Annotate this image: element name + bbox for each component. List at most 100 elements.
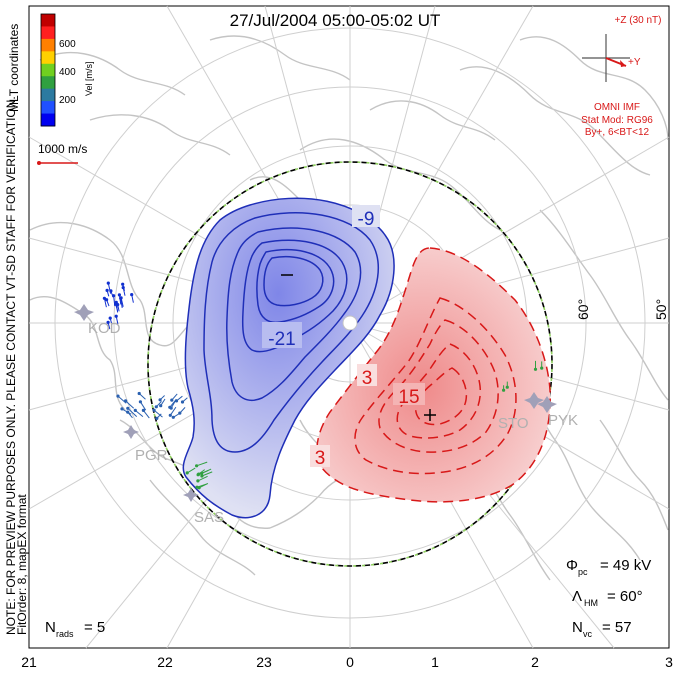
positive-contour-5	[414, 367, 468, 426]
svg-text:= 57: = 57	[602, 619, 632, 636]
colorbar-segment	[41, 26, 55, 40]
magnetic-pole	[342, 315, 358, 331]
stat-nrads: N rads = 5	[45, 619, 105, 639]
imf-stat-model-label: Stat Mod: RG96	[581, 115, 653, 126]
velocity-vector	[169, 406, 177, 416]
mlt-tick-label: 21	[21, 654, 37, 670]
station-label-kod: KOD	[88, 320, 121, 337]
hm-boundary	[147, 161, 553, 567]
colorbar-label: Vel [m/s]	[84, 61, 94, 96]
velocity-vector	[106, 290, 110, 297]
imf-source-label: OMNI IMF	[594, 102, 640, 113]
sas-station-marker	[183, 488, 199, 502]
pyk-station-marker	[537, 396, 557, 413]
mlt-tick-label: 22	[157, 654, 173, 670]
velocity-vector	[196, 461, 208, 467]
velocity-vector	[139, 401, 147, 411]
svg-text:Φ: Φ	[566, 557, 578, 574]
svg-text:N: N	[45, 619, 56, 636]
velocity-vector	[160, 398, 166, 406]
colorbar-segment	[41, 14, 55, 27]
velocity-vector	[106, 299, 110, 307]
velocity-vector	[117, 304, 120, 312]
velocity-vector	[121, 408, 132, 415]
mlt-axis: 21 22 23 0 1 2 3	[21, 654, 673, 670]
velocity-vector	[171, 393, 178, 401]
velocity-vector	[107, 322, 111, 330]
radar-station-markers	[74, 304, 557, 502]
positive-maximum-marker	[424, 409, 436, 421]
station-label-sas: SAS	[194, 509, 224, 526]
velocity-vector	[134, 410, 144, 417]
colorbar-segment	[41, 38, 55, 52]
station-label-sto: STO	[498, 415, 529, 432]
velocity-vectors	[102, 281, 544, 490]
velocity-vector	[159, 395, 165, 401]
negative-contour-2	[203, 212, 380, 453]
colorbar-segment	[41, 51, 55, 65]
vector-scale	[37, 161, 78, 165]
negative-convection-cell	[182, 197, 395, 519]
svg-text:pc: pc	[578, 567, 588, 577]
colorbar-segment	[41, 63, 55, 77]
velocity-vector	[127, 407, 138, 417]
negative-label-box-1	[352, 205, 380, 227]
velocity-vector	[120, 297, 124, 307]
stat-nvc: N vc = 57	[572, 619, 632, 639]
velocity-vector	[143, 410, 150, 419]
pgr-station-marker	[123, 425, 139, 439]
velocity-vector	[103, 298, 107, 308]
velocity-vector	[197, 470, 209, 476]
svg-text:HM: HM	[584, 598, 598, 608]
fit-order-label: FitOrder: 8, mapEX format	[15, 494, 29, 635]
coastlines	[29, 35, 669, 581]
positive-label-box-3	[310, 445, 330, 467]
svg-text:N: N	[572, 619, 583, 636]
imf-plus-y-label: +Y	[628, 57, 641, 68]
colorbar-frame	[40, 13, 56, 127]
mlt-tick-label: 3	[665, 654, 673, 670]
preview-note: NOTE: FOR PREVIEW PURPOSES ONLY. PLEASE …	[4, 96, 18, 635]
mlt-tick-label: 2	[531, 654, 539, 670]
svg-text:Λ: Λ	[572, 588, 582, 605]
latitude-label-60: 60°	[575, 299, 591, 320]
mlt-tick-label: 1	[431, 654, 439, 670]
positive-contour-label-2: 15	[398, 387, 419, 408]
svg-text:vc: vc	[583, 629, 593, 639]
mlt-coordinates-label: MLT coordinates	[7, 24, 21, 112]
imf-condition-label: By+, 6<BT<12	[585, 127, 650, 138]
velocity-vector	[198, 482, 209, 489]
vector-scale-label: 1000 m/s	[38, 142, 87, 156]
velocity-vector	[153, 409, 163, 418]
mlt-tick-label: 0	[346, 654, 354, 670]
imf-plus-z-label: +Z (30 nT)	[615, 15, 662, 26]
positive-contour-3	[378, 319, 499, 453]
positive-cell-fill	[316, 247, 551, 503]
colorbar-tick-label: 200	[59, 95, 76, 106]
velocity-vector	[118, 294, 122, 305]
velocity-vector	[176, 395, 183, 402]
negative-contour-label-outer: -9	[358, 209, 375, 230]
velocity-vector	[182, 397, 188, 403]
colorbar-segment	[41, 101, 55, 115]
positive-contour-label-3: 3	[315, 448, 326, 469]
stat-lambda-hm: Λ HM = 60°	[572, 588, 643, 608]
velocity-vector	[115, 303, 119, 312]
map-title: 27/Jul/2004 05:00-05:02 UT	[230, 11, 441, 30]
positive-contour-4	[396, 343, 482, 439]
svg-text:= 5: = 5	[84, 619, 105, 636]
velocity-vector	[113, 295, 116, 307]
velocity-vector	[115, 316, 119, 325]
velocity-vector	[117, 395, 127, 404]
velocity-vector	[109, 317, 113, 325]
colorbar-tick-label: 400	[59, 67, 76, 78]
negative-cell-fill	[182, 197, 395, 519]
positive-label-box-1	[357, 364, 377, 386]
positive-contour-label-1: 3	[362, 368, 373, 389]
positive-label-box-2	[393, 383, 425, 405]
sto-station-marker	[524, 392, 544, 409]
velocity-vector	[156, 413, 162, 419]
velocity-vector	[110, 290, 114, 298]
station-label-pyk: PYK	[548, 412, 578, 429]
velocity-vector	[201, 471, 213, 477]
